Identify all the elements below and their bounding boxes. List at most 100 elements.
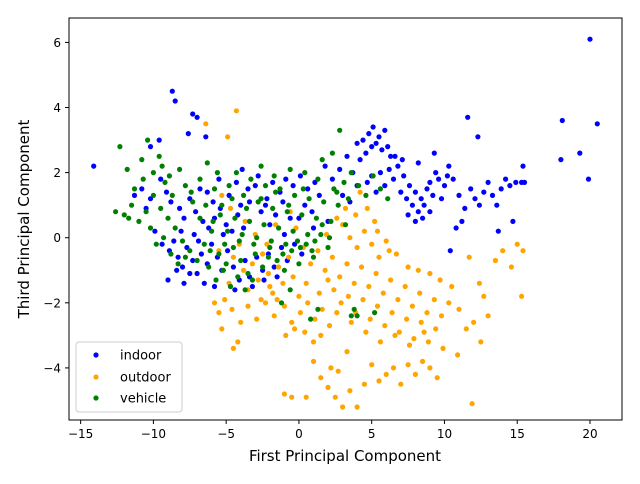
point-vehicle [294, 238, 301, 244]
point-vehicle [209, 228, 215, 234]
point-outdoor [332, 394, 338, 400]
point-indoor [465, 114, 471, 120]
point-indoor [503, 176, 509, 182]
point-outdoor [417, 290, 423, 296]
point-indoor [382, 127, 388, 133]
point-vehicle [175, 261, 181, 267]
point-vehicle [345, 196, 351, 202]
point-indoor [232, 287, 238, 293]
point-vehicle [233, 170, 239, 176]
point-indoor [404, 196, 410, 202]
point-outdoor [431, 297, 437, 303]
point-indoor [216, 176, 222, 182]
point-vehicle [271, 173, 277, 179]
point-indoor [297, 173, 303, 179]
point-indoor [203, 134, 209, 140]
point-indoor [427, 179, 433, 185]
point-outdoor [310, 339, 317, 345]
point-indoor [412, 189, 418, 195]
point-indoor [163, 189, 170, 195]
x-axis-ticks: −15 −10 −5 0 5 10 15 20 [68, 420, 598, 441]
point-vehicle [187, 248, 193, 254]
point-indoor [258, 209, 264, 215]
point-indoor [450, 176, 456, 182]
point-indoor [312, 179, 318, 185]
point-outdoor [270, 290, 276, 296]
point-outdoor [302, 329, 308, 335]
point-outdoor [398, 381, 404, 387]
point-vehicle [335, 202, 341, 208]
legend-marker-outdoor [93, 374, 99, 380]
point-indoor [594, 121, 600, 127]
legend-label-outdoor: outdoor [120, 371, 171, 386]
point-indoor [468, 186, 474, 192]
point-indoor [382, 183, 388, 189]
point-outdoor [310, 358, 317, 364]
point-indoor [329, 176, 335, 182]
point-vehicle [348, 313, 354, 319]
point-indoor [360, 137, 366, 143]
point-vehicle [329, 150, 335, 156]
point-indoor [446, 163, 452, 169]
point-outdoor [360, 297, 366, 303]
point-vehicle [161, 235, 167, 241]
point-vehicle [351, 306, 357, 312]
point-vehicle [126, 215, 132, 221]
point-indoor [392, 153, 398, 159]
point-vehicle [308, 316, 314, 322]
legend-item-outdoor: outdoor [93, 371, 171, 386]
y-tick-label: −4 [43, 361, 61, 375]
point-outdoor [340, 404, 346, 410]
point-indoor [373, 140, 379, 146]
point-indoor [476, 202, 482, 208]
point-indoor [472, 196, 478, 202]
point-outdoor [219, 192, 225, 198]
point-vehicle [258, 196, 264, 202]
point-outdoor [367, 316, 373, 322]
point-vehicle [236, 238, 242, 244]
point-indoor [229, 228, 235, 234]
point-vehicle [261, 222, 267, 228]
point-indoor [485, 179, 491, 185]
point-outdoor [363, 329, 369, 335]
point-outdoor [446, 300, 452, 306]
point-indoor [255, 173, 261, 179]
x-tick-label: 20 [582, 427, 597, 441]
point-indoor [278, 244, 285, 251]
point-outdoor [227, 205, 234, 211]
y-axis-ticks: −4 −2 0 2 4 6 [43, 36, 69, 375]
point-indoor [156, 137, 162, 143]
point-indoor [412, 218, 418, 224]
point-vehicle [121, 212, 127, 218]
point-vehicle [277, 186, 283, 192]
point-outdoor [500, 248, 506, 254]
point-indoor [459, 218, 465, 224]
point-indoor [521, 179, 528, 185]
point-outdoor [289, 319, 295, 325]
point-vehicle [354, 313, 360, 319]
point-vehicle [124, 166, 130, 172]
point-outdoor [265, 270, 271, 277]
point-indoor [388, 153, 394, 159]
point-vehicle [219, 202, 225, 208]
point-vehicle [290, 228, 296, 234]
point-indoor [201, 280, 207, 286]
point-indoor [191, 231, 197, 238]
point-indoor [230, 264, 236, 270]
point-outdoor [392, 332, 398, 338]
point-outdoor [280, 280, 286, 286]
point-outdoor [316, 290, 322, 296]
x-tick-label: −15 [68, 427, 93, 441]
point-outdoor [455, 352, 461, 358]
point-indoor [364, 179, 370, 185]
point-vehicle [235, 274, 241, 280]
point-outdoor [337, 274, 343, 280]
point-outdoor [255, 277, 261, 283]
point-indoor [447, 248, 453, 254]
point-indoor [475, 134, 481, 140]
point-indoor [453, 225, 459, 231]
point-outdoor [290, 274, 296, 280]
point-indoor [172, 98, 178, 104]
point-outdoor [325, 277, 331, 283]
